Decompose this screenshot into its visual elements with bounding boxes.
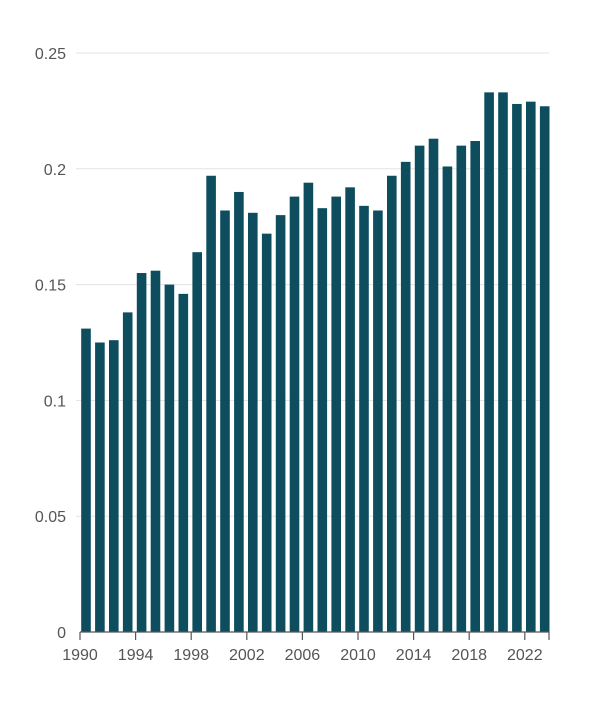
bar-1991 [95, 342, 105, 632]
bar-2005 [289, 196, 300, 632]
y-tick-label: 0 [57, 625, 66, 642]
bar-1992 [109, 340, 119, 632]
bar-2008 [331, 196, 341, 632]
bar-2015 [428, 138, 439, 632]
bar-2018 [470, 141, 480, 632]
y-tick-label: 0.05 [35, 509, 66, 526]
bar-2023 [539, 106, 550, 632]
bar-1995 [150, 270, 161, 632]
bar-2012 [387, 175, 397, 632]
bar-2006 [303, 182, 314, 632]
x-tick-label: 1990 [62, 647, 98, 664]
bar-1993 [122, 312, 133, 632]
bar-2004 [275, 215, 286, 632]
bar-2021 [512, 103, 522, 632]
bar-2014 [414, 145, 425, 632]
bar-1994 [136, 273, 147, 632]
bar-2001 [234, 191, 244, 632]
bar-1999 [206, 175, 216, 632]
bar-1997 [178, 293, 189, 632]
bar-2017 [456, 145, 467, 632]
y-tick-label: 0.1 [44, 393, 66, 410]
x-tick-label: 1994 [118, 647, 154, 664]
x-tick-label: 1998 [173, 647, 209, 664]
bar-1996 [164, 284, 175, 632]
bars [81, 92, 550, 633]
bar-2002 [248, 212, 258, 633]
bar-2013 [400, 161, 411, 632]
x-tick-label: 2022 [507, 647, 543, 664]
y-tick-label: 0.15 [35, 278, 66, 295]
x-tick-label: 2018 [451, 647, 487, 664]
bar-1990 [81, 328, 91, 632]
bar-1998 [192, 252, 202, 632]
x-tick-label: 2006 [285, 647, 321, 664]
y-tick-label: 0.2 [44, 162, 66, 179]
y-axis-labels: 0 0.05 0.1 0.15 0.2 0.25 [35, 46, 66, 642]
bar-2000 [220, 210, 230, 633]
x-tick-label: 2002 [229, 647, 265, 664]
x-tick-label: 2010 [340, 647, 376, 664]
bar-2020 [498, 92, 508, 633]
bar-2011 [373, 210, 383, 633]
y-tick-label: 0.25 [35, 46, 66, 63]
bar-2010 [359, 205, 369, 633]
bar-2007 [317, 208, 328, 633]
x-tick-label: 2014 [396, 647, 432, 664]
bar-2019 [484, 92, 494, 633]
bar-2022 [526, 101, 536, 632]
x-axis [79, 631, 550, 640]
bar-2016 [442, 166, 453, 633]
bar-2009 [345, 187, 355, 632]
x-axis-labels: 1990 1994 1998 2002 2006 2010 2014 2018 2022 [62, 647, 542, 664]
bar-2003 [261, 233, 272, 632]
